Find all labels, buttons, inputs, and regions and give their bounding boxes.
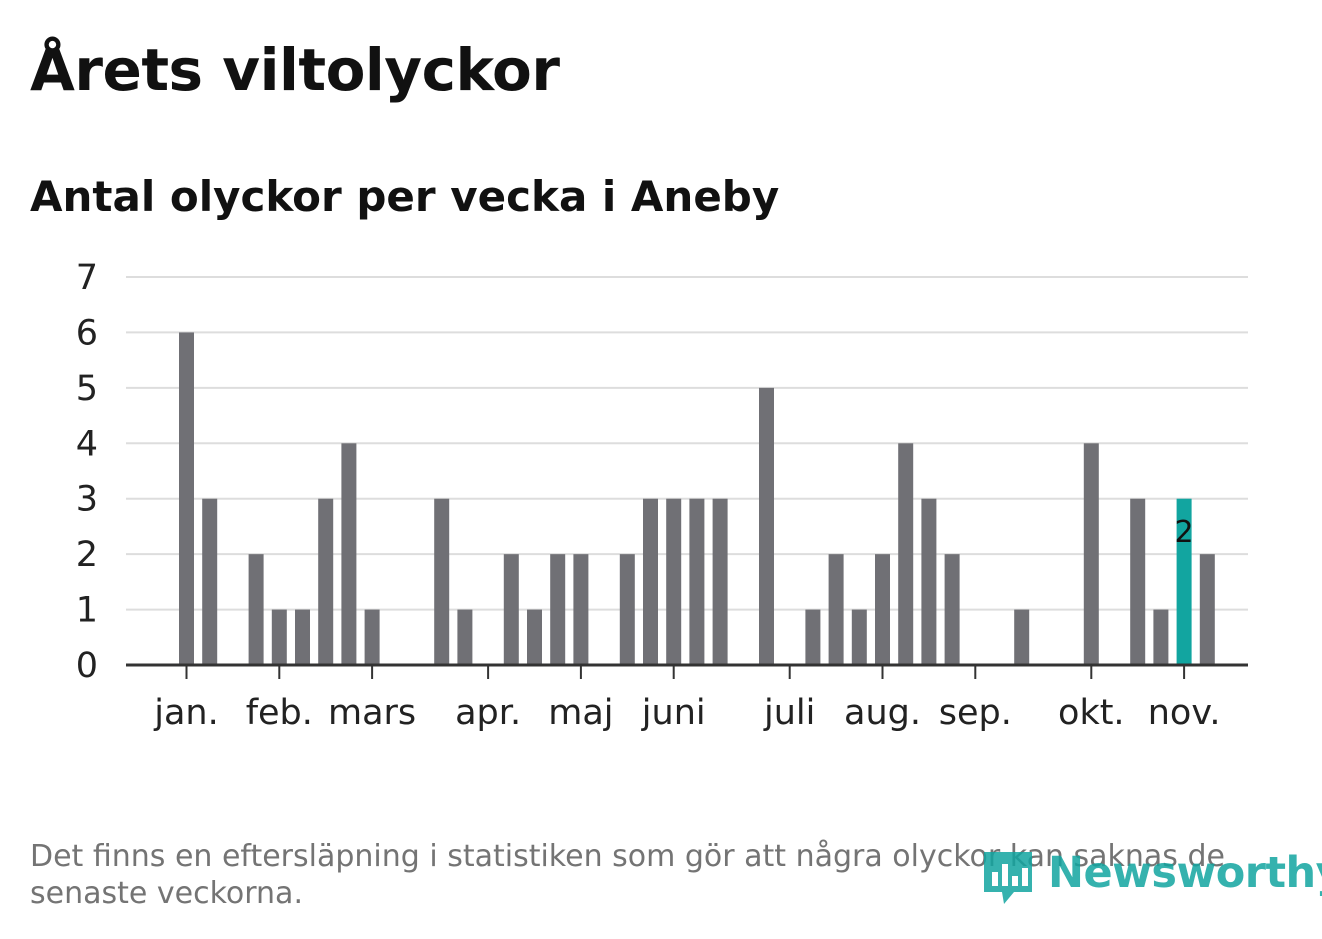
bar [759,387,774,665]
bar [1014,609,1030,665]
bar [1083,443,1099,665]
x-tick-label: nov. [1148,693,1221,733]
bar [295,609,310,665]
bar [619,554,635,665]
bar [712,498,728,665]
bar [271,609,287,665]
bar [643,498,658,665]
bar [851,609,867,665]
x-tick-label: maj [548,693,613,733]
bar [828,554,844,665]
bar [527,609,542,665]
y-tick-label: 0 [76,646,98,686]
bar [805,609,821,665]
bar-chart: 0 1 2 3 4 5 6 7 2 jan. feb. mars apr. maj juni juli aug.… [76,258,1248,733]
bar [1199,554,1215,665]
bar [1153,609,1169,665]
bar [434,498,450,665]
y-tick-label: 1 [76,591,98,631]
newsworthy-logo: Newsworthy [980,846,1322,910]
x-tick-label: feb. [246,693,313,733]
bar [898,443,914,665]
data-label: 2 [1175,515,1194,550]
chart-subtitle: Antal olyckor per vecka i Aneby [30,172,780,221]
y-tick-label: 5 [76,369,98,409]
x-tick-label: aug. [844,693,921,733]
x-tick-label: juni [641,693,706,733]
bar [318,498,334,665]
y-tick-label: 2 [76,535,98,575]
logo-text: Newsworthy [1048,848,1322,898]
bar [550,554,566,665]
y-tick-label: 3 [76,480,98,520]
y-tick-label: 6 [76,313,98,353]
bar [1130,498,1146,665]
x-tick-label: mars [328,693,416,733]
x-tick-label: sep. [939,693,1012,733]
bar [666,498,682,665]
y-tick-label: 4 [76,424,98,464]
bar [573,554,589,665]
y-tick-label: 7 [76,258,98,298]
bar [503,554,519,665]
newsworthy-logo-icon [984,852,1032,904]
x-tick-label: jan. [153,693,218,733]
bar [921,498,937,665]
bar [689,498,705,665]
x-tick-label: okt. [1058,693,1125,733]
bar [202,498,218,665]
page-title: Årets viltolyckor [30,36,560,104]
bar-highlight [1176,498,1192,665]
bar [944,554,960,665]
x-tick-label: juli [763,693,815,733]
bar [341,443,357,665]
bar [457,609,473,665]
bar [364,609,380,665]
bar [875,554,890,665]
bar [248,554,264,665]
bar [179,332,194,665]
x-tick-label: apr. [455,693,521,733]
